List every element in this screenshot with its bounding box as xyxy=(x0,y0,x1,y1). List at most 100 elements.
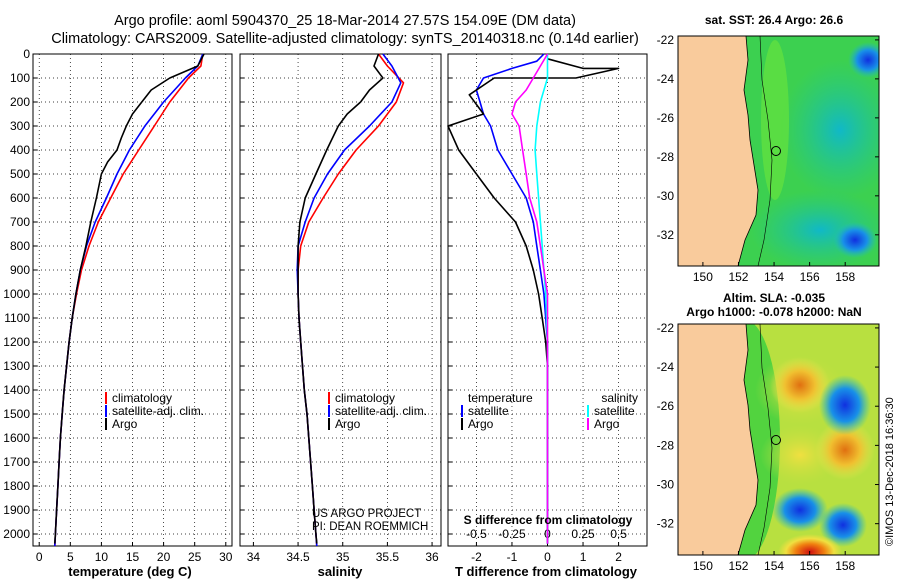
header-line-2: Climatology: CARS2009. Satellite-adjuste… xyxy=(51,31,639,47)
map-lon-label: 152 xyxy=(728,559,748,573)
legend-t-satellite-label: satellite xyxy=(468,404,509,418)
temperature-tick-labels: 0 5 10 15 20 25 30 xyxy=(36,550,233,564)
x-tick-label: 34.5 xyxy=(286,550,310,564)
sst-shelf-contour xyxy=(757,36,773,266)
series-line-t-satellite xyxy=(475,53,549,544)
pressure-tick-label: 100 xyxy=(10,71,30,85)
map-lon-label: 150 xyxy=(693,559,713,573)
map-lon-label: 154 xyxy=(764,559,784,573)
pi-annotation: PI: DEAN ROEMMICH xyxy=(312,521,428,533)
map-lat-label: -30 xyxy=(657,478,675,492)
legend-argo-label: Argo xyxy=(112,417,138,431)
legend-s-argo-label: Argo xyxy=(594,417,620,431)
map-lat-label: -24 xyxy=(657,360,675,374)
x-tick-label: 25 xyxy=(188,550,202,564)
x-tick-label: 36 xyxy=(425,550,439,564)
sst-map-ticks: 150 152 154 156 158 -22 -24 -26 -28 -30 -32 xyxy=(657,33,879,284)
difference-legend: temperature satellite Argo salinity sate… xyxy=(461,391,638,431)
legend-s-satellite-label: satellite xyxy=(594,404,635,418)
pressure-tick-label: 1700 xyxy=(3,455,30,469)
sst-map xyxy=(678,36,879,266)
sst-cool-patch xyxy=(780,60,879,200)
map-lon-label: 150 xyxy=(693,270,713,284)
sla-high xyxy=(815,420,875,480)
difference-xlabel-salinity: S difference from climatology xyxy=(464,513,633,527)
salinity-legend: climatology satellite-adj. clim. Argo xyxy=(328,391,427,431)
series-line-s-argo xyxy=(511,53,549,544)
pressure-tick-label: 200 xyxy=(10,95,30,109)
salinity-xlabel: salinity xyxy=(318,564,364,579)
series-line-climatology xyxy=(297,53,405,547)
sla-high xyxy=(770,357,830,413)
sla-map-ticks: 150 152 154 156 158 -22 -24 -26 -28 -30 -32 xyxy=(657,321,879,573)
s-tick-label: 0.5 xyxy=(610,527,627,541)
map-lon-label: 156 xyxy=(800,270,820,284)
temperature-legend: climatology satellite-adj. clim. Argo xyxy=(105,391,204,431)
header-line-1: Argo profile: aoml 5904370_25 18-Mar-201… xyxy=(114,13,576,29)
series-line-satellite-adj-clim- xyxy=(296,53,402,547)
legend-salinity-title: salinity xyxy=(601,391,638,405)
pressure-tick-label: 1200 xyxy=(3,335,30,349)
difference-xlabel: T difference from climatology xyxy=(455,564,638,579)
x-tick-label: 35.5 xyxy=(376,550,400,564)
map-lat-label: -26 xyxy=(657,111,675,125)
sst-map-frame xyxy=(677,35,880,267)
series-line-argo xyxy=(297,53,384,544)
sla-low-eddy xyxy=(819,375,871,435)
map-lon-label: 158 xyxy=(835,559,855,573)
x-tick-label: -2 xyxy=(471,550,482,564)
pressure-tick-label: 300 xyxy=(10,119,30,133)
sst-argo-location xyxy=(771,146,781,156)
sst-cold-patch xyxy=(848,42,879,78)
pressure-tick-labels: 0 100 200 300 400 500 600 700 800 900 1000 1100 1200… xyxy=(3,47,30,541)
difference-grid xyxy=(448,53,647,546)
sla-map-frame xyxy=(677,323,880,556)
x-tick-label: 2 xyxy=(615,550,622,564)
legend-temperature-title: temperature xyxy=(468,391,533,405)
x-tick-label: 0 xyxy=(36,550,43,564)
sla-argo-location xyxy=(771,435,781,445)
sla-map-title: Altim. SLA: -0.035 xyxy=(723,291,825,305)
sla-land xyxy=(678,324,759,555)
pressure-tick-label: 700 xyxy=(10,215,30,229)
x-tick-label: 1 xyxy=(580,550,587,564)
temperature-grid xyxy=(33,53,232,546)
x-tick-label: 15 xyxy=(126,550,140,564)
pressure-tick-label: 1900 xyxy=(3,503,30,517)
difference-tick-labels: -2 -1 0 1 2 xyxy=(471,550,622,564)
sla-low-eddy xyxy=(772,488,828,532)
difference-series xyxy=(447,53,620,544)
x-tick-label: 20 xyxy=(157,550,171,564)
sst-map-title: sat. SST: 26.4 Argo: 26.6 xyxy=(705,13,844,27)
sla-very-high xyxy=(778,534,842,555)
pressure-tick-label: 500 xyxy=(10,167,30,181)
map-lat-label: -30 xyxy=(657,189,675,203)
s-tick-label: -0.5 xyxy=(466,527,487,541)
salinity-difference-tick-labels: -0.5 -0.25 0 0.25 0.5 xyxy=(466,527,627,541)
legend-satellite-label: satellite-adj. clim. xyxy=(335,404,427,418)
x-tick-label: 5 xyxy=(67,550,74,564)
sst-warm-strip xyxy=(761,40,789,200)
pressure-tick-label: 1500 xyxy=(3,407,30,421)
series-line-s-satellite xyxy=(534,54,549,544)
pressure-tick-label: 1600 xyxy=(3,431,30,445)
legend-argo-label: Argo xyxy=(335,417,361,431)
pressure-tick-label: 800 xyxy=(10,239,30,253)
series-line-satellite-adj-clim- xyxy=(54,53,204,547)
map-lon-label: 158 xyxy=(835,270,855,284)
map-lat-label: -32 xyxy=(657,228,675,242)
x-tick-label: 34 xyxy=(247,550,261,564)
temperature-panel xyxy=(32,53,233,547)
sst-land xyxy=(678,36,759,266)
map-lat-label: -32 xyxy=(657,517,675,531)
pressure-tick-label: 0 xyxy=(23,47,30,61)
legend-satellite-label: satellite-adj. clim. xyxy=(112,404,204,418)
map-lat-label: -28 xyxy=(657,150,675,164)
project-annotation: US ARGO PROJECT xyxy=(312,508,421,520)
sla-shelf-contour xyxy=(757,324,773,555)
temperature-xlabel: temperature (deg C) xyxy=(68,564,192,579)
pressure-tick-label: 1400 xyxy=(3,383,30,397)
map-lat-label: -24 xyxy=(657,72,675,86)
x-tick-label: 0 xyxy=(544,550,551,564)
